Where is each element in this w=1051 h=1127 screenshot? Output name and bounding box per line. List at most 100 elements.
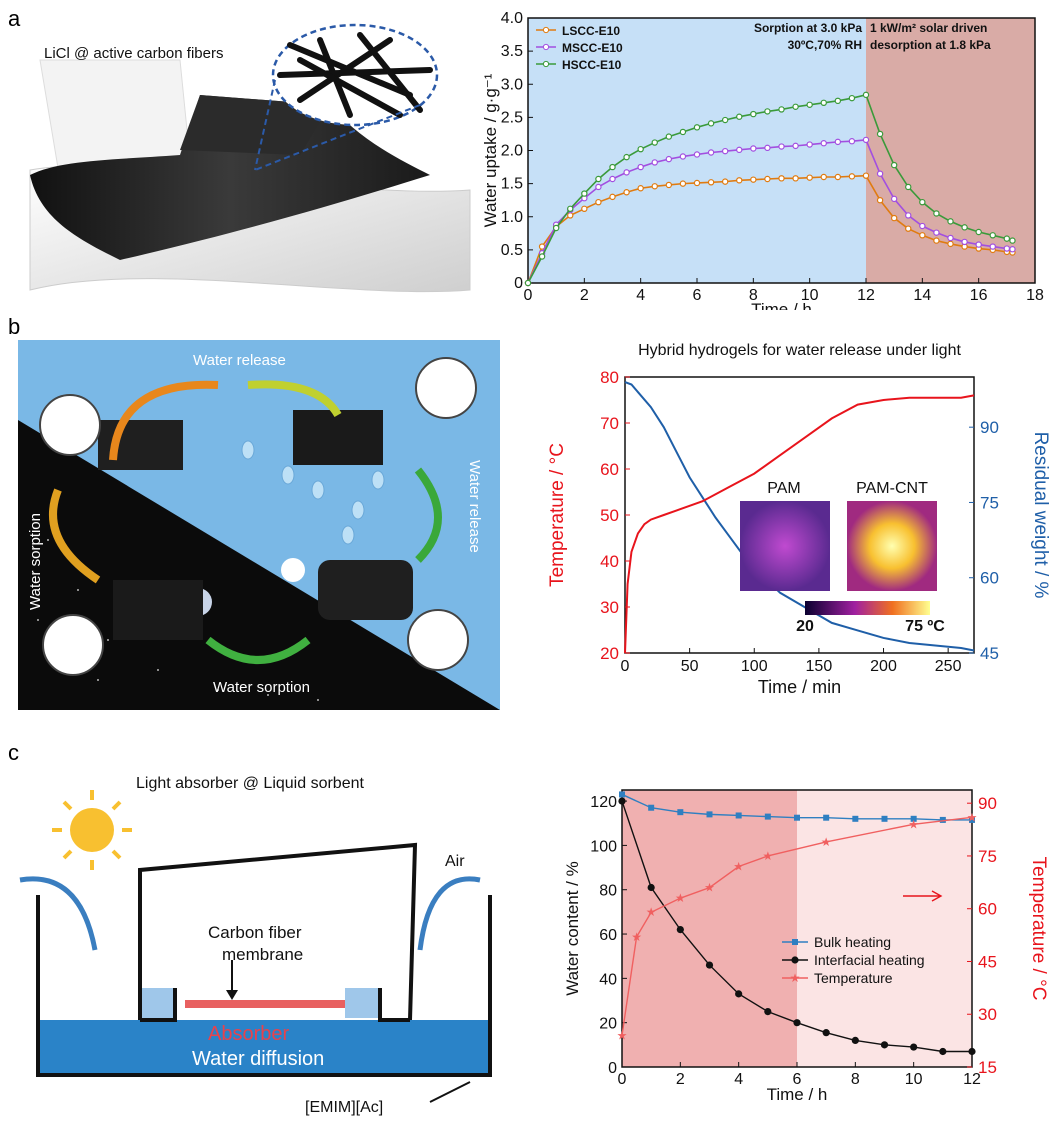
water-sorption-label: Water sorption: [213, 679, 310, 696]
hydrogel-block: [318, 560, 413, 620]
data-point: [648, 804, 655, 811]
air-label: Air: [445, 853, 465, 870]
data-point: [524, 279, 532, 287]
y2-tick-label: 45: [980, 644, 999, 663]
y2-tick-label: 90: [980, 418, 999, 437]
region-label: desorption at 1.8 kPa: [870, 38, 991, 52]
data-point: [881, 815, 888, 822]
y-axis-label: Water content / %: [563, 861, 582, 995]
data-point: [721, 116, 729, 124]
x-tick-label: 10: [801, 287, 819, 304]
data-point: [778, 175, 785, 182]
y2-tick-label: 45: [978, 952, 997, 971]
y-tick-label: 20: [600, 644, 619, 663]
data-point: [538, 253, 546, 260]
data-point: [705, 961, 714, 969]
data-point: ★: [675, 891, 686, 905]
air-arrow: [19, 876, 98, 951]
air-arrow: [417, 876, 481, 951]
legend-marker: [792, 939, 798, 945]
chart-title: Hybrid hydrogels for water release under…: [638, 342, 961, 359]
data-point: [851, 1036, 859, 1045]
data-point: [820, 173, 827, 181]
data-point: [961, 238, 968, 246]
axis-arrow-head: [931, 890, 943, 902]
data-point: [890, 161, 898, 169]
chart-b: Hybrid hydrogels for water release under…: [547, 342, 1051, 697]
legend-label: MSCC-E10: [562, 41, 623, 55]
data-point: [679, 180, 687, 187]
data-point: [567, 212, 574, 219]
panel-label-b: b: [8, 314, 21, 339]
x-tick-label: 8: [749, 287, 758, 304]
y2-tick-label: 90: [978, 794, 997, 813]
liquid-label: [EMIM][Ac]: [305, 1099, 383, 1116]
data-point: [637, 163, 644, 171]
data-point: [961, 224, 968, 231]
data-point: [750, 145, 757, 152]
data-point: [848, 138, 856, 145]
liquid-sorbent-illustration: Light absorber @ Liquid sorbent Air Carb…: [19, 775, 492, 1116]
data-point: [969, 816, 975, 823]
data-point: [834, 138, 842, 146]
chart-a: 0 2 4 6 8 10 12 14 16 18 0 0.5 1.0 1.5 2.0 2.5 3.0 3.5 4.0…: [481, 10, 1044, 310]
data-point: [910, 1043, 918, 1051]
data-point: [806, 101, 813, 108]
data-point: [975, 228, 982, 236]
hydrogel-block: [98, 420, 183, 470]
data-point: [919, 222, 926, 230]
data-point: [947, 240, 954, 248]
network-circle: [407, 609, 469, 671]
legend-label: Interfacial heating: [814, 952, 925, 968]
x-tick-label: 0: [621, 658, 630, 675]
water-release-side-label: Water release: [466, 460, 483, 553]
y-tick-label: 120: [590, 794, 617, 811]
absorber-label: Absorber: [208, 1023, 289, 1045]
data-point: [581, 190, 588, 197]
x-axis-label: Time / h: [751, 300, 812, 310]
y2-tick-label: 30: [978, 1005, 997, 1024]
x-tick-label: 4: [734, 1071, 743, 1088]
x-tick-label: 0: [524, 287, 533, 304]
y-tick-label: 1.5: [501, 176, 523, 193]
data-point: [890, 195, 898, 203]
x-tick-label: 250: [935, 658, 962, 675]
data-point: [905, 183, 912, 191]
x-tick-label: 12: [963, 1071, 981, 1088]
data-point: [679, 128, 687, 136]
region-label: 30ºC,70% RH: [788, 38, 862, 52]
region-shade: [622, 790, 797, 1067]
membrane-label-line2: membrane: [222, 945, 303, 964]
x-tick-label: 2: [580, 287, 589, 304]
y-tick-label: 80: [600, 368, 619, 387]
data-point: [609, 175, 616, 183]
data-point: [947, 234, 954, 242]
y-tick-label: 1.0: [501, 209, 523, 226]
data-point: [880, 1041, 889, 1049]
absorber-membrane: [185, 1000, 345, 1008]
data-point: [707, 149, 715, 156]
x-tick-label: 8: [851, 1071, 860, 1088]
data-point: [736, 113, 743, 120]
y-axis-label: Temperature / °C: [547, 443, 568, 587]
y2-tick-label: 60: [978, 900, 997, 919]
inset-thermal-image: [740, 501, 830, 591]
data-point: [862, 172, 870, 179]
data-point: [939, 1047, 947, 1056]
cycle-arrow: [247, 380, 342, 418]
data-point: [735, 812, 742, 819]
data-point: [876, 130, 884, 138]
y2-tick-label: 75: [980, 493, 999, 512]
x-tick-label: 6: [793, 1071, 802, 1088]
region-shade: [797, 790, 972, 1067]
data-point: [806, 174, 813, 181]
data-point: ★: [617, 1028, 628, 1042]
data-point: [595, 175, 602, 183]
legend-marker: [542, 26, 550, 34]
sun-icon: [52, 790, 132, 870]
data-point: [792, 175, 799, 182]
hydrogel-cycle-illustration: Water release Water release Water sorpti…: [18, 340, 500, 710]
data-point: [721, 178, 729, 185]
x-tick-label: 14: [913, 287, 931, 304]
data-point: ★: [908, 817, 919, 831]
